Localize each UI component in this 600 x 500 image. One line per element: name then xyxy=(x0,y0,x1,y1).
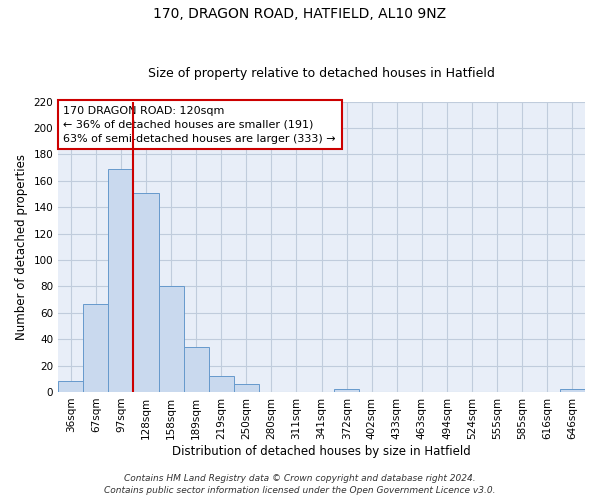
Bar xyxy=(184,347,209,392)
Bar xyxy=(560,390,585,392)
Y-axis label: Number of detached properties: Number of detached properties xyxy=(15,154,28,340)
Bar xyxy=(334,390,359,392)
Bar xyxy=(58,382,83,392)
Bar xyxy=(234,384,259,392)
Text: 170 DRAGON ROAD: 120sqm
← 36% of detached houses are smaller (191)
63% of semi-d: 170 DRAGON ROAD: 120sqm ← 36% of detache… xyxy=(64,106,336,144)
Text: 170, DRAGON ROAD, HATFIELD, AL10 9NZ: 170, DRAGON ROAD, HATFIELD, AL10 9NZ xyxy=(154,8,446,22)
Text: Contains HM Land Registry data © Crown copyright and database right 2024.
Contai: Contains HM Land Registry data © Crown c… xyxy=(104,474,496,495)
Bar xyxy=(133,192,158,392)
Bar xyxy=(109,169,133,392)
Bar xyxy=(158,286,184,392)
Bar xyxy=(83,304,109,392)
X-axis label: Distribution of detached houses by size in Hatfield: Distribution of detached houses by size … xyxy=(172,444,471,458)
Title: Size of property relative to detached houses in Hatfield: Size of property relative to detached ho… xyxy=(148,66,495,80)
Bar xyxy=(209,376,234,392)
